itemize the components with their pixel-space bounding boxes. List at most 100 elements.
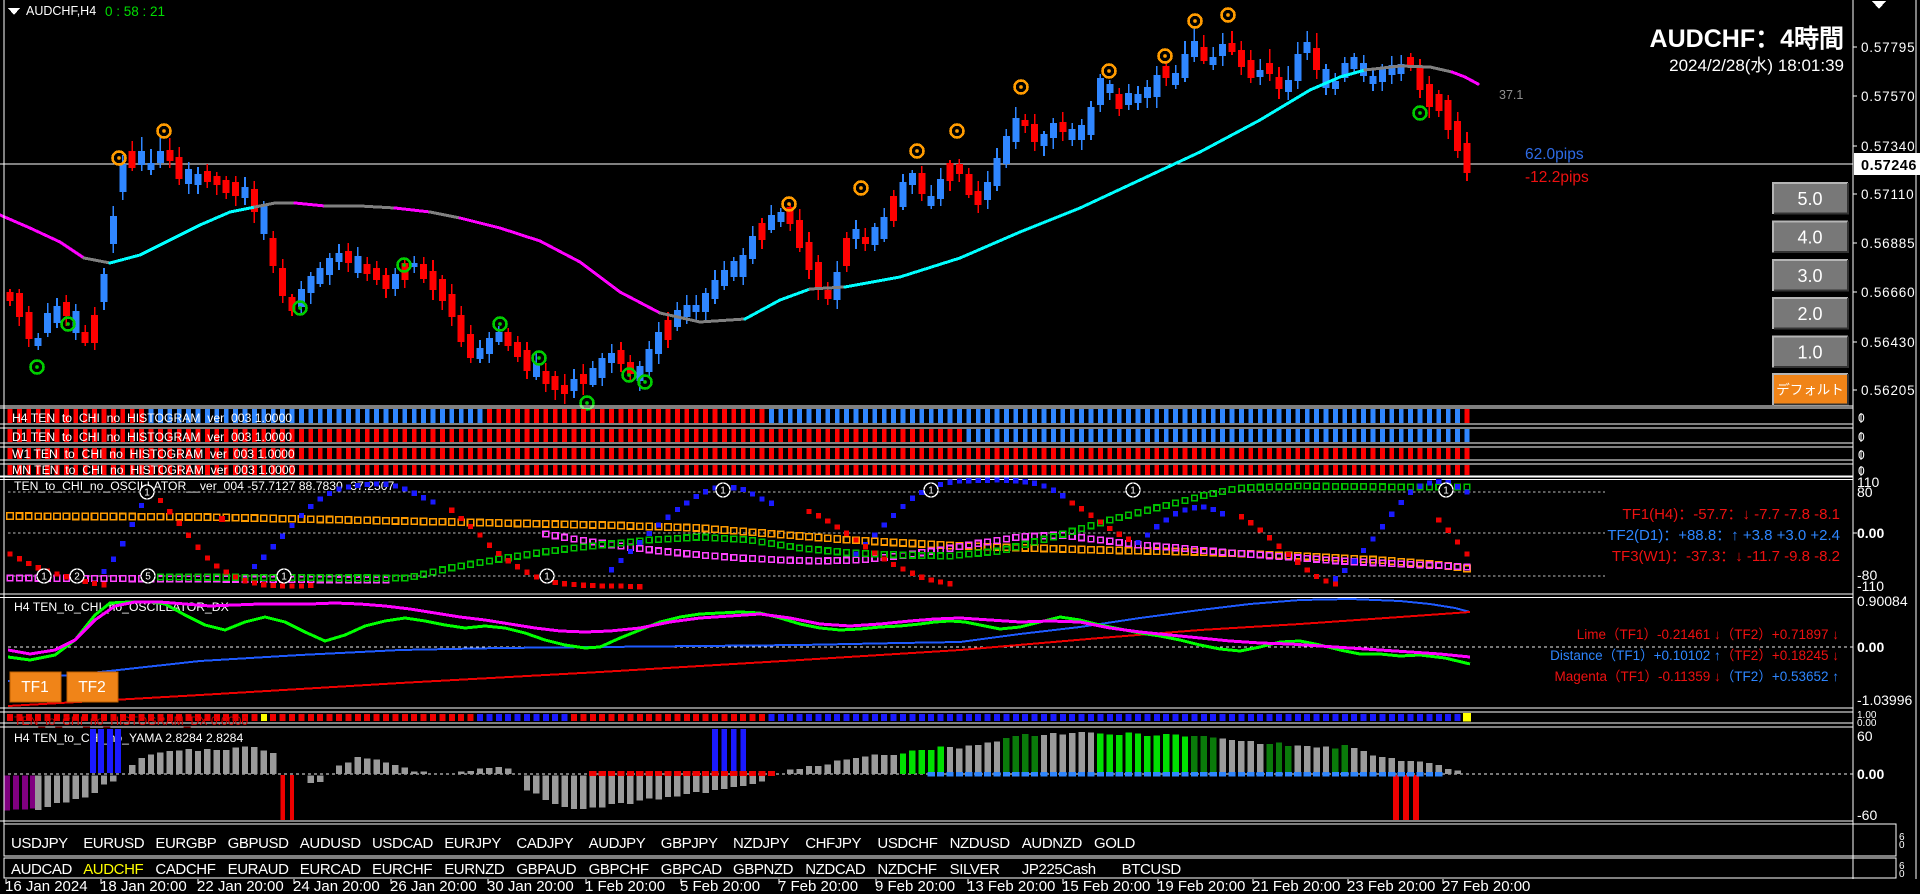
svg-text:37.1: 37.1 xyxy=(1499,88,1523,102)
svg-text:-110: -110 xyxy=(1857,578,1884,594)
svg-text:1.00: 1.00 xyxy=(1857,710,1877,721)
svg-text:2.0: 2.0 xyxy=(1797,304,1822,324)
svg-text:2: 2 xyxy=(74,572,80,583)
svg-text:AUDJPY: AUDJPY xyxy=(589,835,646,852)
svg-text:AUDUSD: AUDUSD xyxy=(300,835,362,852)
svg-text:6: 6 xyxy=(1899,832,1905,843)
svg-text:EURUSD: EURUSD xyxy=(83,835,145,852)
svg-text:2024/2/28(水) 18:01:39: 2024/2/28(水) 18:01:39 xyxy=(1669,56,1844,75)
svg-text:5 Feb 20:00: 5 Feb 20:00 xyxy=(680,878,760,894)
svg-text:0: 0 xyxy=(1899,840,1905,851)
svg-text:-1.03996: -1.03996 xyxy=(1857,692,1912,708)
svg-text:26 Jan 20:00: 26 Jan 20:00 xyxy=(390,878,477,894)
svg-text:SILVER: SILVER xyxy=(950,861,1000,878)
svg-text:1: 1 xyxy=(544,572,550,583)
svg-text:AUDCHF,H4: AUDCHF,H4 xyxy=(26,4,96,18)
svg-text:CHFJPY: CHFJPY xyxy=(805,835,861,852)
svg-text:NZDJPY: NZDJPY xyxy=(733,835,789,852)
svg-text:5: 5 xyxy=(145,572,151,583)
svg-text:1: 1 xyxy=(144,488,150,499)
svg-text:TF1: TF1 xyxy=(21,679,49,696)
svg-text:5.0: 5.0 xyxy=(1797,189,1822,209)
svg-text:0.57110: 0.57110 xyxy=(1861,187,1914,202)
svg-text:TEN_to_CHI_no_HISTOGRAM_DX 0.0: TEN_to_CHI_no_HISTOGRAM_DX 0.0000 xyxy=(14,714,248,728)
svg-text:USDJPY: USDJPY xyxy=(11,835,68,852)
svg-text:EURGBP: EURGBP xyxy=(155,835,216,852)
svg-text:0.00: 0.00 xyxy=(1857,766,1884,782)
svg-text:16 Jan 2024: 16 Jan 2024 xyxy=(5,878,88,894)
svg-text:110: 110 xyxy=(1857,474,1880,490)
svg-text:TF1(H4)：-57.7：↓ -7.7 -7.8 -8.1: TF1(H4)：-57.7：↓ -7.7 -7.8 -8.1 xyxy=(1622,506,1840,523)
svg-text:USDCHF: USDCHF xyxy=(877,835,937,852)
svg-text:1: 1 xyxy=(41,572,47,583)
svg-text:62.0pips: 62.0pips xyxy=(1525,146,1584,163)
svg-text:80: 80 xyxy=(1857,484,1873,500)
svg-text:USDCAD: USDCAD xyxy=(372,835,434,852)
svg-text:D1 TEN_to_CHI_no_HISTOGRAM_ver: D1 TEN_to_CHI_no_HISTOGRAM_ver_003 1.000… xyxy=(12,430,292,444)
svg-text:0.57570: 0.57570 xyxy=(1861,89,1915,104)
svg-text:18 Jan 20:00: 18 Jan 20:00 xyxy=(100,878,187,894)
svg-text:EURNZD: EURNZD xyxy=(444,861,505,878)
svg-text:0.00: 0.00 xyxy=(1857,718,1877,729)
svg-text:JP225Cash: JP225Cash xyxy=(1022,861,1096,878)
svg-text:EURCHF: EURCHF xyxy=(372,861,432,878)
svg-text:MN TEN_to_CHI_no_HISTOGRAM_ver: MN TEN_to_CHI_no_HISTOGRAM_ver_003 1.000… xyxy=(12,463,296,477)
svg-text:AUDCHF：4時間: AUDCHF：4時間 xyxy=(1650,24,1844,53)
svg-text:0.57246: 0.57246 xyxy=(1861,158,1917,174)
svg-text:デフォルト: デフォルト xyxy=(1776,382,1844,398)
svg-text:1.0: 1.0 xyxy=(1797,343,1822,363)
svg-text:NZDUSD: NZDUSD xyxy=(950,835,1011,852)
svg-text:24 Jan 20:00: 24 Jan 20:00 xyxy=(293,878,380,894)
svg-text:0.00: 0.00 xyxy=(1857,525,1884,541)
svg-text:9 Feb 20:00: 9 Feb 20:00 xyxy=(875,878,955,894)
svg-text:EURAUD: EURAUD xyxy=(228,861,290,878)
svg-text:21 Feb 20:00: 21 Feb 20:00 xyxy=(1252,878,1340,894)
svg-text:CADJPY: CADJPY xyxy=(516,835,573,852)
svg-text:-60: -60 xyxy=(1857,807,1877,823)
svg-text:EURJPY: EURJPY xyxy=(444,835,501,852)
svg-text:Lime（TF1）-0.21461 ↓（TF2）+0.718: Lime（TF1）-0.21461 ↓（TF2）+0.71897 ↓ xyxy=(1577,627,1839,642)
svg-text:TF2(D1)：+88.8：↑ +3.8 +3.0 +2.4: TF2(D1)：+88.8：↑ +3.8 +3.0 +2.4 xyxy=(1607,527,1840,544)
svg-text:4.0: 4.0 xyxy=(1797,228,1822,248)
svg-text:0 : 58 : 21: 0 : 58 : 21 xyxy=(105,4,165,19)
svg-text:15 Feb 20:00: 15 Feb 20:00 xyxy=(1062,878,1150,894)
svg-text:NZDCHF: NZDCHF xyxy=(877,861,936,878)
svg-text:-80: -80 xyxy=(1857,567,1877,583)
svg-text:NZDCAD: NZDCAD xyxy=(805,861,866,878)
svg-text:Distance（TF1）+0.10102 ↑（TF2）+0: Distance（TF1）+0.10102 ↑（TF2）+0.18245 ↓ xyxy=(1550,648,1839,663)
svg-text:GBPNZD: GBPNZD xyxy=(733,861,794,878)
svg-text:3.0: 3.0 xyxy=(1797,266,1822,286)
svg-text:27 Feb 20:00: 27 Feb 20:00 xyxy=(1442,878,1530,894)
svg-text:AUDCAD: AUDCAD xyxy=(11,861,73,878)
svg-text:BTCUSD: BTCUSD xyxy=(1122,861,1182,878)
svg-text:0.56885: 0.56885 xyxy=(1861,236,1915,251)
svg-text:22 Jan 20:00: 22 Jan 20:00 xyxy=(197,878,284,894)
svg-text:0.90084: 0.90084 xyxy=(1857,593,1908,609)
svg-text:EURCAD: EURCAD xyxy=(300,861,362,878)
svg-text:19 Feb 20:00: 19 Feb 20:00 xyxy=(1157,878,1245,894)
svg-text:30 Jan 20:00: 30 Jan 20:00 xyxy=(487,878,574,894)
svg-text:GOLD: GOLD xyxy=(1094,835,1135,852)
svg-text:0.00: 0.00 xyxy=(1857,639,1884,655)
svg-text:0.56660: 0.56660 xyxy=(1861,285,1915,300)
svg-text:TF2: TF2 xyxy=(78,679,106,696)
svg-text:TF3(W1)：-37.3：↓ -11.7 -9.8 -8.: TF3(W1)：-37.3：↓ -11.7 -9.8 -8.2 xyxy=(1612,548,1840,565)
svg-text:CADCHF: CADCHF xyxy=(155,861,215,878)
svg-text:AUDCHF: AUDCHF xyxy=(83,861,143,878)
svg-text:-12.2pips: -12.2pips xyxy=(1525,169,1589,186)
svg-text:1: 1 xyxy=(281,572,287,583)
svg-text:GBPAUD: GBPAUD xyxy=(516,861,576,878)
svg-text:GBPCAD: GBPCAD xyxy=(661,861,723,878)
svg-text:1: 1 xyxy=(720,486,726,497)
svg-text:1 Feb 20:00: 1 Feb 20:00 xyxy=(585,878,665,894)
svg-text:0: 0 xyxy=(1899,869,1905,880)
svg-text:0.57795: 0.57795 xyxy=(1861,40,1915,55)
svg-text:TEN_to_CHI_no_OSCILLATOR__ver_: TEN_to_CHI_no_OSCILLATOR__ver_004 -57.71… xyxy=(14,479,395,493)
svg-text:H4 TEN_to_CHI_no_HISTOGRAM_ver: H4 TEN_to_CHI_no_HISTOGRAM_ver_003 1.000… xyxy=(12,411,292,425)
svg-text:1: 1 xyxy=(1130,486,1136,497)
svg-text:W1 TEN_to_CHI_no_HISTOGRAM_ver: W1 TEN_to_CHI_no_HISTOGRAM_ver_003 1.000… xyxy=(12,447,295,461)
svg-text:13 Feb 20:00: 13 Feb 20:00 xyxy=(967,878,1055,894)
svg-text:GBPCHF: GBPCHF xyxy=(589,861,649,878)
svg-text:AUDNZD: AUDNZD xyxy=(1022,835,1083,852)
svg-text:7 Feb 20:00: 7 Feb 20:00 xyxy=(778,878,858,894)
